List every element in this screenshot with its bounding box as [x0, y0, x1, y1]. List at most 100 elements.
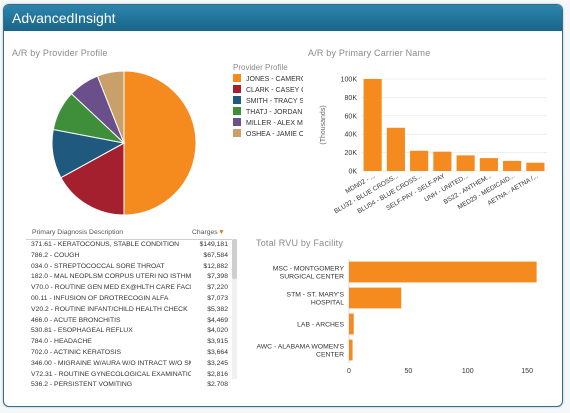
diagnosis-description: 346.00 - MIGRAINE W/AURA W/O INTRACT W/O… — [31, 359, 191, 367]
diagnosis-charges: $5,382 — [207, 305, 228, 313]
diagnosis-charges: $4,020 — [207, 327, 228, 335]
diagnosis-charges: $7,220 — [207, 284, 228, 292]
table-scrollbar-thumb[interactable] — [232, 239, 237, 279]
diagnosis-charges: $7,073 — [207, 294, 228, 302]
table-row[interactable]: 346.00 - MIGRAINE W/AURA W/O INTRACT W/O… — [26, 359, 236, 370]
diagnosis-table-header: Primary Diagnosis Description Charges ▼ — [26, 228, 236, 240]
diagnosis-description: 702.0 - ACTINIC KERATOSIS — [31, 348, 122, 356]
y-tick-label: 100K — [341, 77, 358, 84]
diagnosis-charges: $7,398 — [207, 273, 228, 281]
legend-title: Provider Profile — [233, 63, 288, 72]
rvu-panel-title: Total RVU by Facility — [256, 238, 344, 248]
diagnosis-charges: $4,469 — [207, 316, 228, 324]
carrier-bar[interactable] — [433, 151, 452, 171]
diagnosis-charges: $3,245 — [207, 359, 228, 367]
x-tick-label: 50 — [404, 368, 412, 375]
legend-item[interactable]: THATJ - JORDAN — [233, 107, 303, 118]
pie-slice[interactable] — [123, 70, 197, 216]
column-header-description[interactable]: Primary Diagnosis Description — [32, 229, 124, 236]
carrier-bar[interactable] — [410, 150, 429, 171]
diagnosis-description: V20.2 - ROUTINE INFANT/CHILD HEALTH CHEC… — [31, 305, 188, 313]
y-tick-label: AWC - ALABAMA WOMEN'S — [256, 344, 344, 351]
diagnosis-charges: $3,664 — [207, 348, 228, 356]
column-header-charges[interactable]: Charges — [192, 229, 218, 236]
legend-label: MILLER - ALEX M — [246, 120, 303, 127]
y-tick-label: 40K — [345, 132, 358, 139]
carrier-bar[interactable] — [386, 127, 405, 171]
diagnosis-description: 530.81 - ESOPHAGEAL REFLUX — [31, 327, 133, 335]
app-title: AdvancedInsight — [4, 5, 562, 31]
table-row[interactable]: 784.0 - HEADACHE $3,915 — [26, 337, 236, 348]
rvu-bar[interactable] — [349, 339, 353, 361]
y-tick-label: SURGICAL CENTER — [280, 274, 344, 281]
table-scrollbar-track[interactable] — [232, 239, 237, 379]
diagnosis-description: 784.0 - HEADACHE — [31, 338, 92, 346]
diagnosis-description: 371.61 - KERATOCONUS, STABLE CONDITION — [31, 241, 180, 248]
table-row[interactable]: 00.11 - INFUSION OF DROTRECOGIN ALFA $7,0… — [26, 294, 236, 305]
x-tick-label: 150 — [521, 368, 533, 375]
table-row[interactable]: 466.0 - ACUTE BRONCHITIS $4,469 — [26, 316, 236, 327]
diagnosis-description: V70.0 - ROUTINE GEN MED EX@HLTH CARE FAC… — [31, 284, 191, 292]
y-tick-label: 0K — [348, 169, 357, 176]
legend-swatch — [233, 96, 241, 104]
table-row[interactable]: 182.0 - MAL NEOPLSM CORPUS UTERI NO ISTH… — [26, 272, 236, 283]
diagnosis-description: 786.2 - COUGH — [31, 251, 80, 259]
diagnosis-charges: $67,584 — [203, 251, 228, 259]
legend-label: SMITH - TRACY S — [246, 98, 303, 105]
carrier-bar[interactable] — [479, 158, 498, 171]
diagnosis-table: Primary Diagnosis Description Charges ▼ … — [26, 228, 236, 386]
legend-swatch — [233, 74, 241, 82]
carrier-bar[interactable] — [503, 160, 522, 171]
y-tick-label: 80K — [345, 95, 358, 102]
y-tick-label: 20K — [345, 150, 358, 157]
y-tick-label: LAB - ARCHES — [297, 322, 344, 329]
y-axis-label: (Thousands) — [320, 105, 327, 144]
diagnosis-description: 182.0 - MAL NEOPLSM CORPUS UTERI NO ISTH… — [31, 273, 191, 281]
legend-item[interactable]: CLARK - CASEY C — [233, 85, 303, 96]
carrier-bar[interactable] — [456, 155, 475, 171]
y-tick-label: CENTER — [316, 352, 344, 359]
pie-slice[interactable] — [96, 70, 125, 144]
y-tick-label: STM - ST. MARY'S — [287, 292, 345, 299]
table-row[interactable]: 034.0 - STREPTOCOCCAL SORE THROAT $12,882 — [26, 262, 236, 273]
rvu-bar[interactable] — [349, 313, 354, 335]
y-tick-label: 60K — [345, 113, 358, 120]
x-tick-label: 0 — [347, 368, 351, 375]
diagnosis-charges: $2,816 — [207, 370, 228, 378]
diagnosis-charges: $149,181 — [199, 241, 228, 248]
legend-item[interactable]: JONES - CAMERO — [233, 74, 303, 85]
legend-item[interactable]: MILLER - ALEX M — [233, 118, 303, 129]
carrier-bar[interactable] — [363, 79, 382, 171]
table-row[interactable]: 530.81 - ESOPHAGEAL REFLUX $4,020 — [26, 326, 236, 337]
x-tick-label: 100 — [462, 368, 474, 375]
table-row[interactable]: V72.31 - ROUTINE GYNECOLOGICAL EXAMINATI… — [26, 370, 236, 381]
diagnosis-description: V72.31 - ROUTINE GYNECOLOGICAL EXAMINATI… — [31, 370, 191, 378]
legend-label: OSHEA - JAMIE O — [246, 131, 303, 138]
table-row[interactable]: V20.2 - ROUTINE INFANT/CHILD HEALTH CHEC… — [26, 305, 236, 316]
table-row[interactable]: 702.0 - ACTINIC KERATOSIS $3,664 — [26, 348, 236, 359]
pie-slice[interactable] — [60, 142, 125, 216]
legend-swatch — [233, 107, 241, 115]
sort-desc-icon[interactable]: ▼ — [218, 229, 225, 236]
table-row[interactable]: 371.61 - KERATOCONUS, STABLE CONDITION $1… — [26, 240, 236, 251]
provider-pie-chart[interactable] — [44, 63, 204, 223]
provider-panel-title: A/R by Provider Profile — [12, 48, 108, 58]
rvu-bar[interactable] — [349, 287, 402, 309]
provider-legend: Provider Profile JONES - CAMERO CLARK - C… — [233, 63, 303, 140]
carrier-bar[interactable] — [526, 162, 545, 171]
diagnosis-charges: $2,708 — [207, 381, 228, 386]
diagnosis-charges: $12,882 — [203, 262, 228, 270]
legend-label: JONES - CAMERO — [246, 76, 303, 83]
diagnosis-description: 536.2 - PERSISTENT VOMITING — [31, 381, 133, 386]
legend-label: THATJ - JORDAN — [246, 109, 303, 116]
dashboard-window: AdvancedInsight A/R by Provider Profile … — [3, 4, 563, 407]
table-row[interactable]: V70.0 - ROUTINE GEN MED EX@HLTH CARE FAC… — [26, 283, 236, 294]
table-row[interactable]: 536.2 - PERSISTENT VOMITING $2,708 — [26, 380, 236, 386]
legend-item[interactable]: SMITH - TRACY S — [233, 96, 303, 107]
rvu-bar[interactable] — [349, 261, 537, 283]
legend-item[interactable]: OSHEA - JAMIE O — [233, 129, 303, 140]
table-row[interactable]: 786.2 - COUGH $67,584 — [26, 251, 236, 262]
y-tick-label: HOSPITAL — [311, 300, 344, 307]
